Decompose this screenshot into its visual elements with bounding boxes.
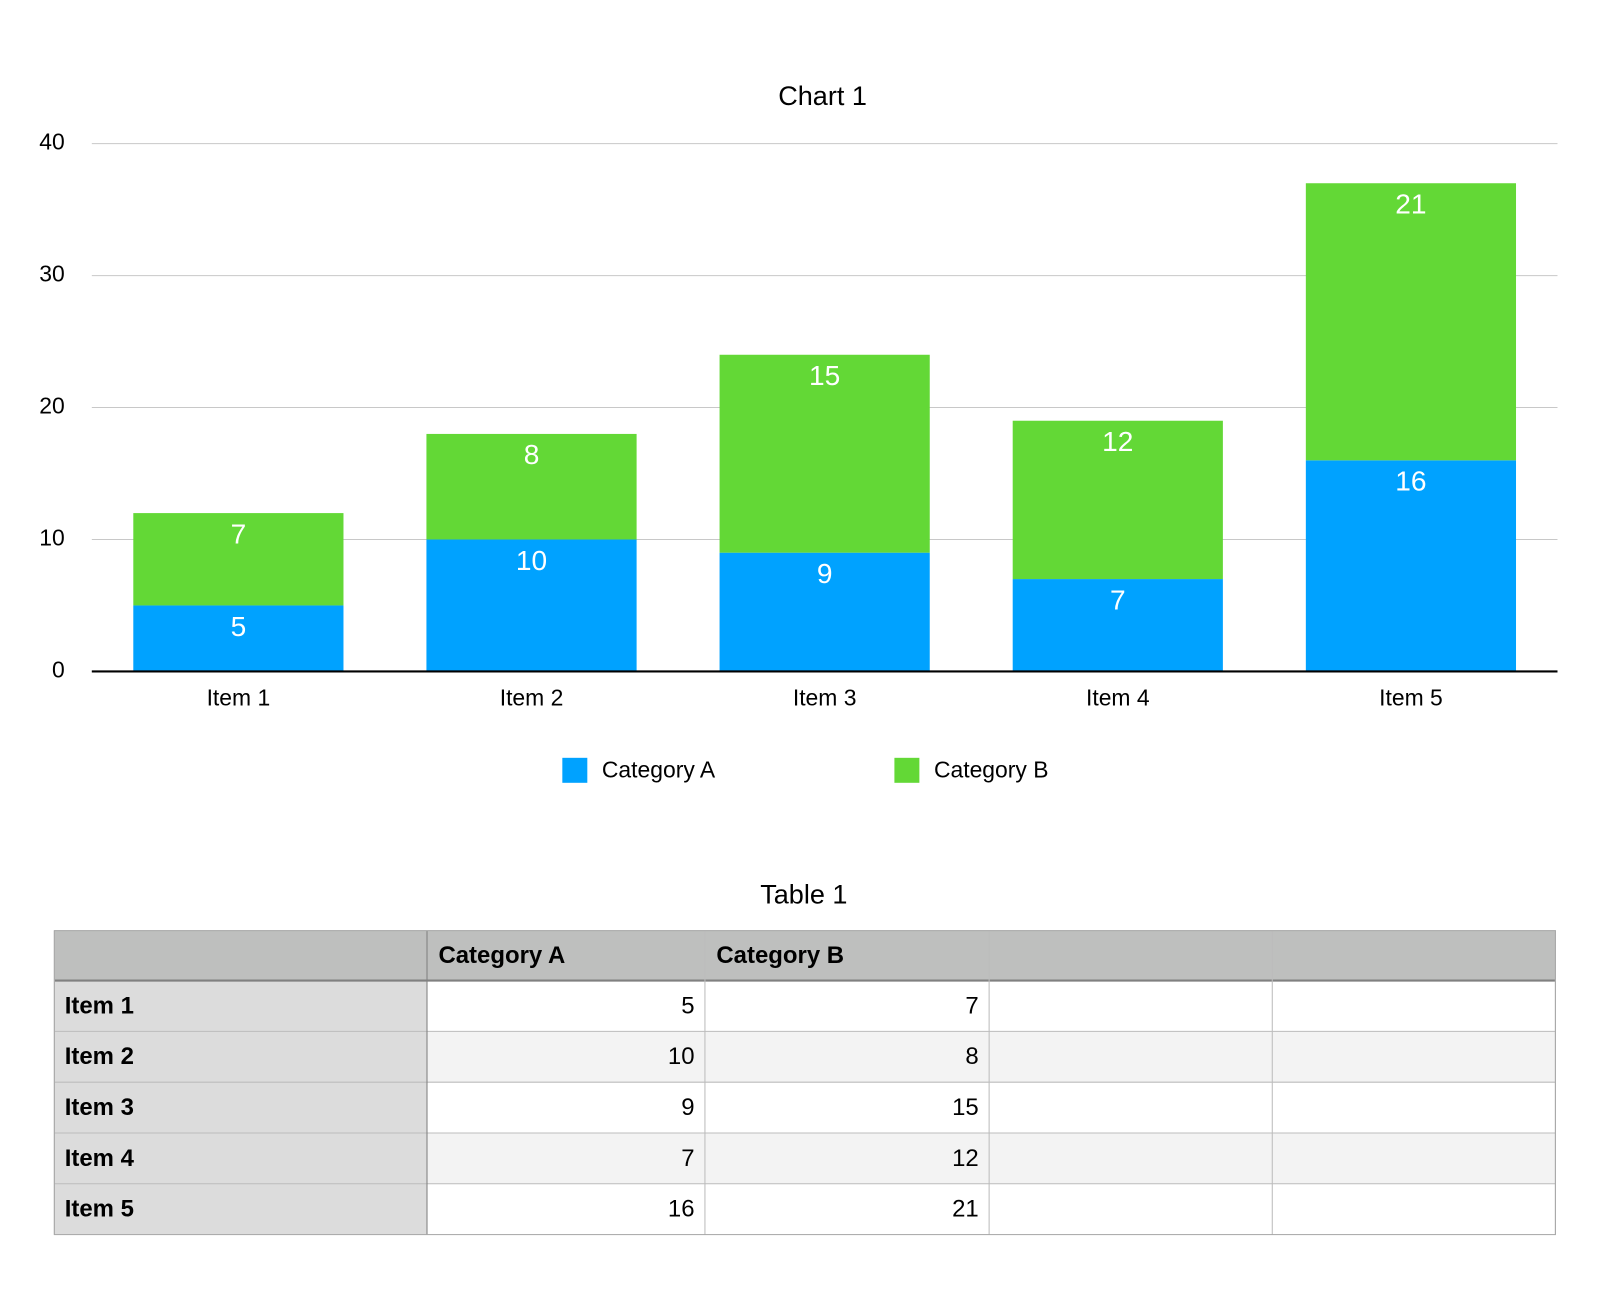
y-tick-label: 40 bbox=[39, 129, 64, 155]
y-tick-label: 30 bbox=[39, 261, 64, 287]
bar-segment bbox=[1305, 183, 1517, 461]
table-cell: 5 bbox=[681, 992, 694, 1019]
value-label: 7 bbox=[1110, 584, 1126, 615]
table-label-bg bbox=[54, 1132, 428, 1184]
bar-segment bbox=[133, 513, 344, 606]
y-tick-label: 10 bbox=[39, 525, 64, 551]
chart-title: Chart 1 bbox=[778, 81, 867, 111]
value-label: 8 bbox=[524, 439, 540, 470]
table-row-bg bbox=[427, 1183, 1556, 1235]
x-tick-label: Item 2 bbox=[500, 685, 564, 711]
y-tick-label: 0 bbox=[52, 656, 65, 682]
x-tick-label: Item 3 bbox=[793, 685, 857, 711]
table-title: Table 1 bbox=[760, 879, 847, 909]
table-header: Category A bbox=[438, 942, 565, 969]
table-border bbox=[53, 930, 1556, 1236]
table-row-bg bbox=[427, 980, 1556, 1032]
bar-segment bbox=[133, 605, 344, 672]
table-label-bg bbox=[54, 980, 428, 1032]
table-label-bg bbox=[54, 1082, 428, 1133]
value-label: 9 bbox=[817, 558, 833, 589]
bar-segment bbox=[719, 552, 930, 672]
table-cell: 12 bbox=[952, 1145, 979, 1172]
table-row-bg bbox=[427, 1082, 1556, 1133]
table-header: Category B bbox=[716, 942, 844, 969]
table-cell: 7 bbox=[681, 1145, 694, 1172]
bar-segment bbox=[1012, 579, 1223, 672]
table-cell: 9 bbox=[681, 1094, 694, 1121]
table-cell: 16 bbox=[668, 1196, 695, 1223]
table-row-label: Item 5 bbox=[65, 1196, 134, 1223]
bar-segment bbox=[1012, 420, 1223, 580]
table-label-bg bbox=[54, 1183, 428, 1235]
table-row-label: Item 3 bbox=[65, 1094, 134, 1121]
table-row-bg bbox=[427, 1132, 1556, 1184]
table-header-bg bbox=[54, 930, 1556, 981]
legend-swatch bbox=[894, 757, 920, 783]
legend-swatch bbox=[562, 757, 588, 783]
table-cell: 15 bbox=[952, 1094, 979, 1121]
value-label: 7 bbox=[231, 518, 247, 549]
table-cell: 21 bbox=[952, 1196, 979, 1223]
value-label: 5 bbox=[231, 611, 247, 642]
table-cell: 10 bbox=[668, 1043, 695, 1070]
bar-segment bbox=[426, 433, 637, 540]
bar-segment bbox=[719, 354, 930, 553]
table-row-label: Item 2 bbox=[65, 1043, 134, 1070]
table-row-label: Item 4 bbox=[65, 1145, 135, 1172]
x-tick-label: Item 1 bbox=[207, 685, 271, 711]
x-tick-label: Item 5 bbox=[1379, 685, 1443, 711]
value-label: 16 bbox=[1395, 466, 1426, 497]
value-label: 21 bbox=[1395, 189, 1426, 220]
x-tick-label: Item 4 bbox=[1086, 685, 1150, 711]
table-cell: 8 bbox=[965, 1043, 978, 1070]
value-label: 10 bbox=[516, 545, 547, 576]
bar-segment bbox=[1305, 460, 1517, 672]
value-label: 12 bbox=[1102, 426, 1133, 457]
table-label-bg bbox=[54, 1031, 428, 1083]
bar-segment bbox=[426, 539, 637, 672]
table-row-bg bbox=[427, 1031, 1556, 1083]
y-tick-label: 20 bbox=[39, 393, 64, 419]
table-cell: 7 bbox=[965, 992, 978, 1019]
legend-label: Category B bbox=[934, 756, 1049, 782]
legend-label: Category A bbox=[602, 756, 716, 782]
table-row-label: Item 1 bbox=[65, 992, 134, 1019]
value-label: 15 bbox=[809, 360, 840, 391]
